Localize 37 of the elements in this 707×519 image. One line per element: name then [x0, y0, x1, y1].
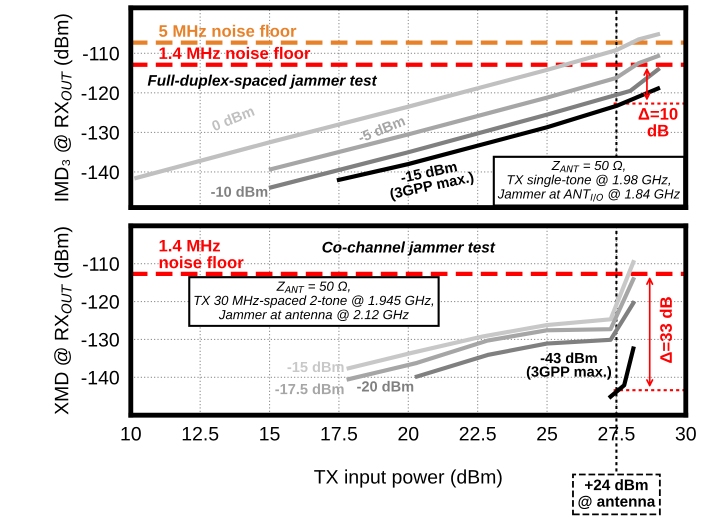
y-tick-label: -120	[82, 86, 119, 100]
y-tick-label: -120	[82, 295, 119, 309]
annotation: Δ=33 dB	[660, 297, 672, 363]
annotation: Full-duplex-spaced jammer test	[148, 74, 378, 89]
x-tick-label: 25	[537, 426, 558, 441]
y-tick-label: -140	[82, 165, 119, 180]
annotation: Z$_{ANT}$ = 50 Ω, TX 30 MHz-spaced 2-tone @ 1.945 GHz, Jammer at antenna @ 2.12 GHz	[194, 282, 434, 321]
y-tick-label: -130	[82, 332, 119, 347]
series-label: -20 dBm	[357, 380, 414, 392]
x-axis-title: TX input power (dBm)	[314, 469, 502, 488]
ref-line-label: 5 MHz noise floor	[159, 24, 296, 37]
x-tick-label: 22.5	[460, 426, 496, 441]
y-tick-label: -110	[83, 257, 119, 271]
y-axis-title: IMD₃ @ RX$_{OUT}$ (dBm)	[54, 14, 72, 200]
y-axis-title: XMD @ RX$_{OUT}$ (dBm)	[54, 227, 72, 414]
series-label: -43 dBm (3GPP max.)	[526, 352, 612, 380]
text: -15 dBm (3GPP max.)	[389, 160, 475, 202]
x-tick-label: 30	[676, 426, 696, 441]
y-tick-label: -110	[83, 46, 119, 61]
text: -5 dBm	[357, 115, 406, 144]
y-tick-label: -130	[82, 126, 119, 140]
x-tick-label: 12.5	[182, 426, 218, 441]
x-tick-label: 15	[260, 427, 280, 441]
x-tick-label: 17.5	[321, 427, 358, 441]
x-tick-label: 20	[398, 426, 418, 441]
annotation: Co-channel jammer test	[322, 241, 496, 256]
ref-line-label: 1.4 MHz noise floor	[160, 46, 310, 60]
series-label: -10 dBm	[211, 186, 268, 197]
x-tick-label: 10	[121, 426, 141, 441]
ref-line-label: +24 dBm @ antenna	[578, 479, 656, 510]
text: 0 dBm	[210, 105, 255, 132]
x-tick-label: 27.5	[598, 426, 635, 441]
annotation: Δ=10 dB	[638, 108, 678, 137]
annotation: Z$_{ANT}$ = 50 Ω, TX single-tone @ 1.98 GHz, Jammer at ANT$_{I/O}$ @ 1.84 GHz	[498, 160, 680, 202]
y-tick-label: -140	[82, 370, 119, 385]
ref-line-label: 1.4 MHz noise floor	[160, 240, 244, 268]
series-label: -17.5 dBm	[275, 384, 344, 394]
